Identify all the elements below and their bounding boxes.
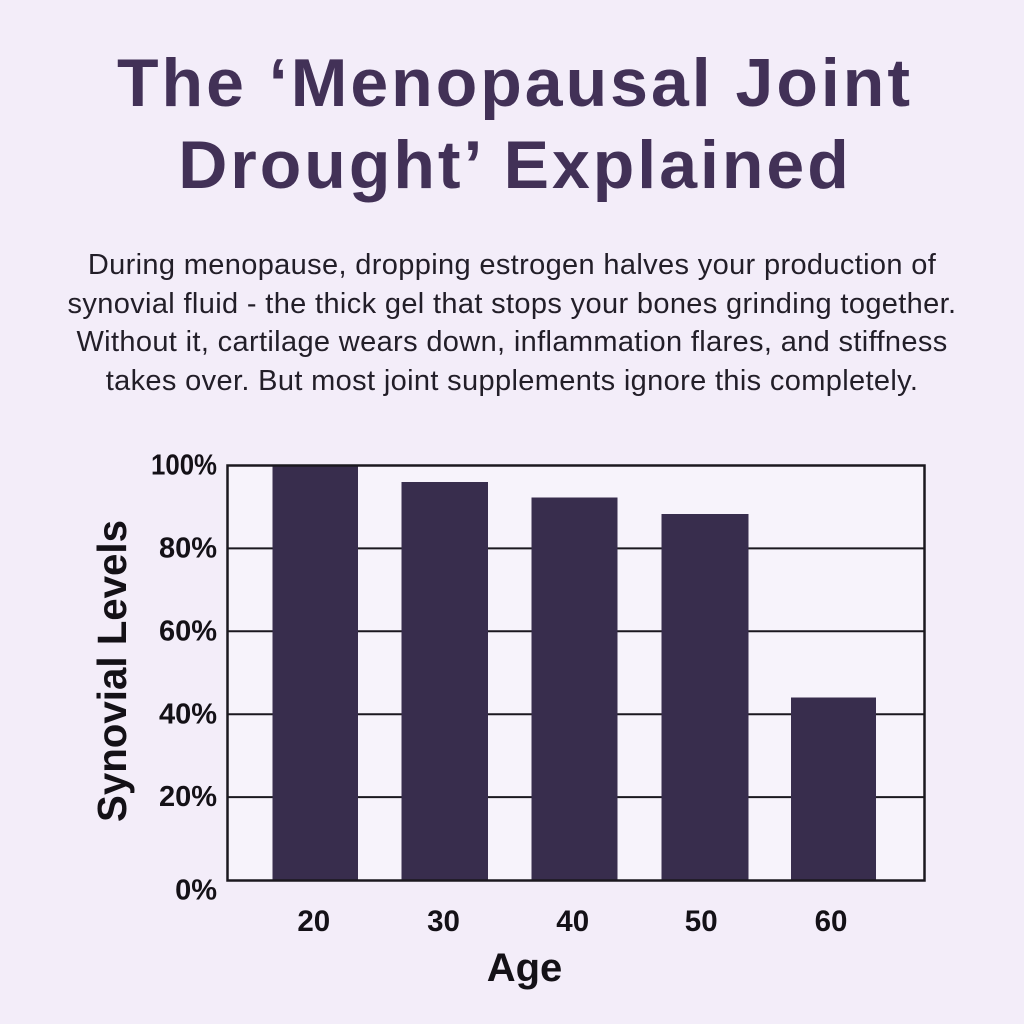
svg-text:Synovial Levels: Synovial Levels	[89, 520, 135, 822]
svg-text:60: 60	[815, 905, 848, 938]
svg-text:60%: 60%	[159, 615, 217, 647]
svg-text:100%: 100%	[151, 450, 217, 482]
svg-text:0%: 0%	[175, 875, 217, 907]
svg-text:40%: 40%	[159, 698, 217, 730]
svg-text:20: 20	[297, 905, 330, 938]
svg-text:Age: Age	[487, 946, 563, 990]
svg-text:30: 30	[427, 905, 460, 938]
svg-text:50: 50	[685, 905, 718, 938]
svg-text:40: 40	[556, 905, 589, 938]
svg-text:80%: 80%	[159, 533, 217, 565]
svg-text:20%: 20%	[159, 781, 217, 813]
